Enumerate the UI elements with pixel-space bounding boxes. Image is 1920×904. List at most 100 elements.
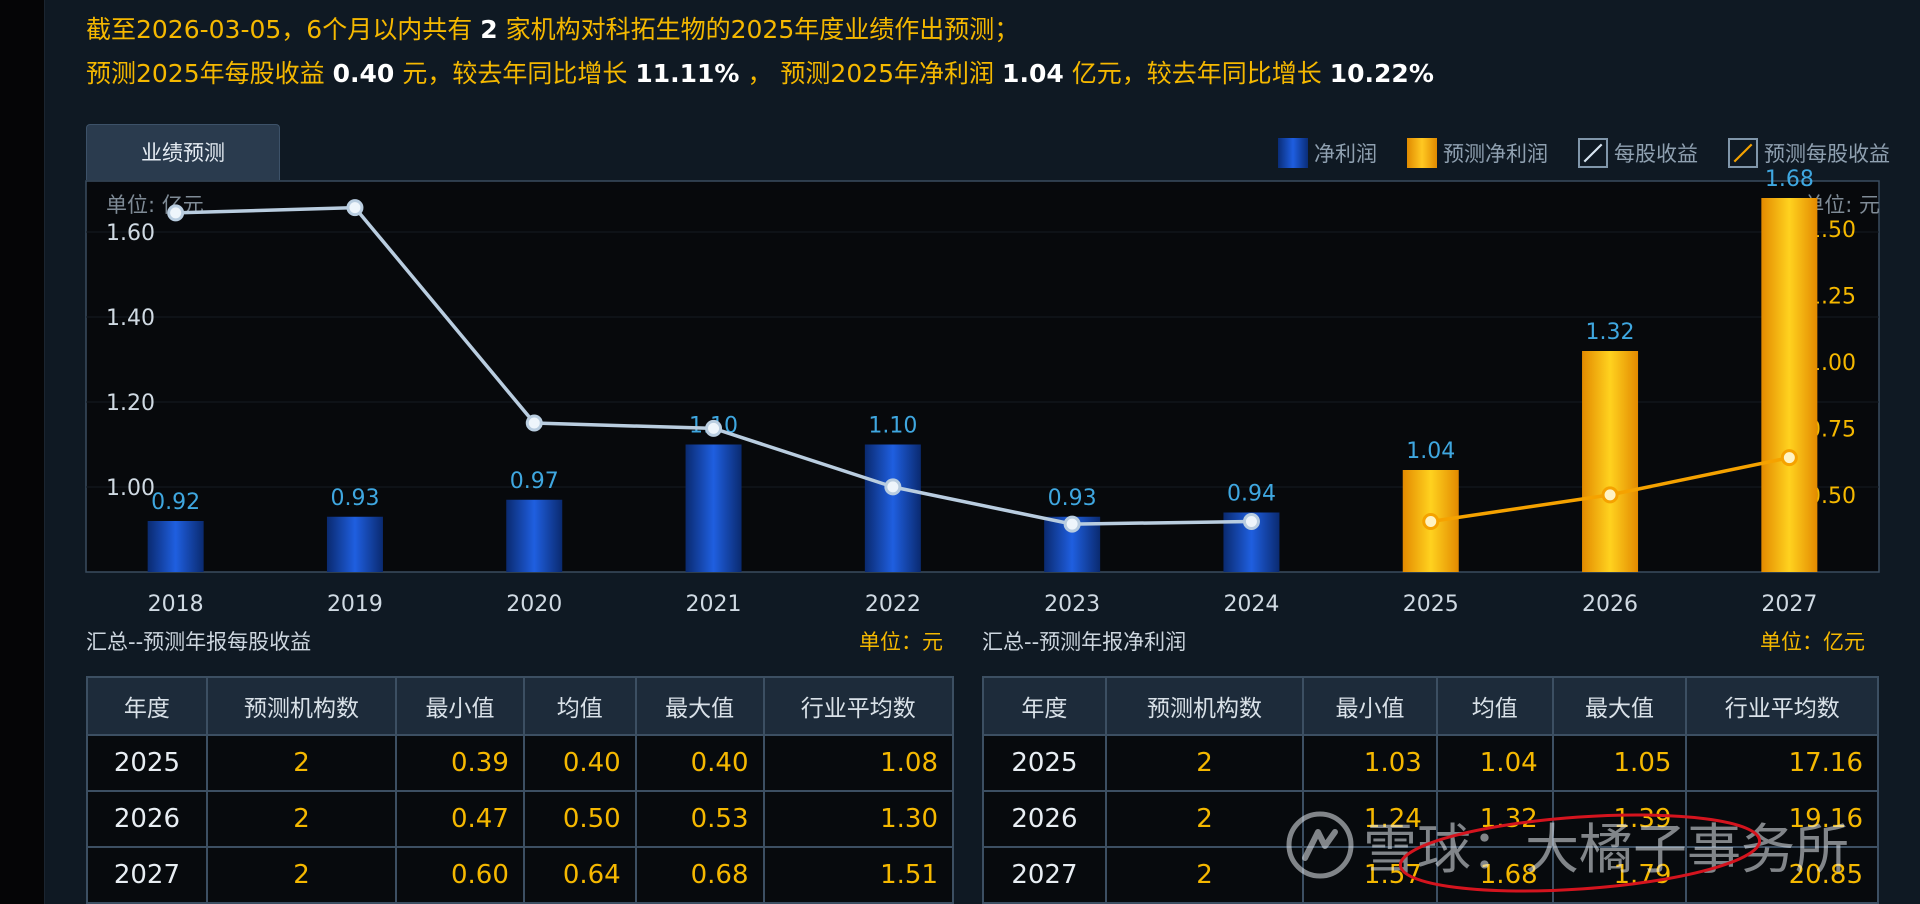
- table-cell: 2026: [86, 790, 208, 848]
- table-cell: 1.04: [1435, 734, 1554, 792]
- eps-point: [1242, 512, 1260, 530]
- forecast-eps-point: [1780, 449, 1798, 467]
- watermark-text: 雪球：大橘子事务所: [1363, 818, 1849, 881]
- net-profit-bar: [147, 521, 204, 572]
- table-cell: 2: [1104, 734, 1305, 792]
- summary-text: 家机构对科拓生物的2025年度业绩作出预测；: [505, 15, 1020, 44]
- eps-point: [1063, 515, 1081, 533]
- table-cell: 0.40: [522, 734, 637, 792]
- eps-growth-value: 11.11%: [635, 59, 740, 88]
- x-tick-label: 2025: [1403, 592, 1459, 617]
- gold-bar-swatch-icon: [1407, 138, 1437, 168]
- column-header: 行业平均数: [1685, 676, 1879, 736]
- x-tick-label: 2024: [1223, 592, 1279, 617]
- x-tick-label: 2027: [1761, 592, 1817, 617]
- left-tick-label: 1.00: [106, 476, 155, 501]
- legend-item-eps[interactable]: 每股收益: [1578, 138, 1698, 168]
- forecast-eps-point: [1422, 512, 1440, 530]
- profit-section-title: 汇总--预测年报净利润: [982, 630, 1187, 654]
- legend-label: 预测净利润: [1443, 142, 1548, 166]
- table-header-row: 年度 预测机构数 最小值 均值 最大值 行业平均数: [982, 676, 1879, 736]
- table-cell: 0.53: [634, 790, 765, 848]
- legend-item-forecast-profit[interactable]: 预测净利润: [1407, 138, 1548, 168]
- summary-text: 预测2025年每股收益: [86, 59, 325, 88]
- orange-line-swatch-icon: [1728, 138, 1758, 168]
- bar-value-label: 0.93: [330, 486, 379, 511]
- snowball-logo-icon: [1286, 811, 1354, 878]
- table-cell: 2: [1104, 790, 1305, 848]
- bar-value-label: 0.94: [1227, 482, 1276, 507]
- left-edge-strip: [0, 0, 45, 904]
- table-cell: 2027: [86, 846, 208, 904]
- left-tick-label: 1.40: [106, 306, 155, 331]
- bar-value-label: 1.10: [868, 414, 917, 439]
- eps-section-title: 汇总--预测年报每股收益: [86, 630, 312, 654]
- column-header: 行业平均数: [762, 676, 954, 736]
- forecast-eps-point: [1601, 486, 1619, 504]
- table-cell: 0.68: [634, 846, 765, 904]
- chart-marks: 1.001.201.401.600.500.751.001.251.500.92…: [86, 167, 1879, 617]
- summary-header: 截至2026-03-05，6个月以内共有 2 家机构对科拓生物的2025年度业绩作出…: [86, 8, 1442, 96]
- tab-performance-forecast[interactable]: 业绩预测: [86, 124, 280, 180]
- left-tick-label: 1.20: [106, 391, 155, 416]
- table-cell: 17.16: [1685, 734, 1879, 792]
- table-header-row: 年度 预测机构数 最小值 均值 最大值 行业平均数: [86, 676, 954, 736]
- watermark: 雪球：大橘子事务所: [1285, 805, 1849, 884]
- table-cell: 2: [205, 790, 398, 848]
- column-header: 最大值: [1551, 676, 1688, 736]
- profit-section-unit: 单位：亿元: [1760, 630, 1865, 654]
- eps-point: [884, 478, 902, 496]
- eps-forecast-value: 0.40: [332, 59, 395, 88]
- x-tick-label: 2023: [1044, 592, 1100, 617]
- legend-item-net-profit[interactable]: 净利润: [1278, 138, 1377, 168]
- table-cell: 1.03: [1302, 734, 1438, 792]
- table-cell: 0.50: [522, 790, 637, 848]
- eps-point: [346, 199, 364, 217]
- performance-chart: 单位: 亿元 单位: 元 1.001.201.401.600.500.751.0…: [85, 167, 1880, 617]
- x-tick-label: 2021: [686, 592, 742, 617]
- column-header: 最小值: [1302, 676, 1438, 736]
- net-profit-bar: [685, 444, 742, 572]
- x-tick-label: 2022: [865, 592, 921, 617]
- table-row: 2027 2 0.60 0.64 0.68 1.51: [86, 846, 954, 904]
- blue-bar-swatch-icon: [1278, 138, 1308, 168]
- bar-value-label: 1.04: [1406, 439, 1455, 464]
- column-header: 最大值: [634, 676, 765, 736]
- chart-legend: 净利润 预测净利润 每股收益 预测每股收益: [1248, 138, 1890, 168]
- table-cell: 1.08: [762, 734, 954, 792]
- x-tick-label: 2020: [506, 592, 562, 617]
- table-cell: 2: [1104, 846, 1305, 904]
- eps-summary-table: 年度 预测机构数 最小值 均值 最大值 行业平均数 2025 2 0.39 0.40 0.40 1.…: [86, 676, 954, 904]
- bar-value-label: 1.32: [1586, 320, 1635, 345]
- eps-point: [705, 419, 723, 437]
- eps-point: [167, 204, 185, 222]
- forecast-profit-bar: [1582, 351, 1639, 572]
- legend-label: 每股收益: [1614, 142, 1698, 166]
- column-header: 最小值: [395, 676, 525, 736]
- net-profit-bar: [864, 444, 921, 572]
- bar-value-label: 0.97: [510, 469, 559, 494]
- table-cell: 0.47: [395, 790, 525, 848]
- summary-text: 元，较去年同比增长: [402, 59, 628, 88]
- table-cell: 0.60: [395, 846, 525, 904]
- x-tick-label: 2018: [148, 592, 204, 617]
- column-header: 年度: [982, 676, 1107, 736]
- table-cell: 1.30: [762, 790, 954, 848]
- net-profit-bar: [326, 516, 383, 572]
- eps-point: [525, 414, 543, 432]
- x-tick-label: 2026: [1582, 592, 1638, 617]
- x-tick-label: 2019: [327, 592, 383, 617]
- table-cell: 1.51: [762, 846, 954, 904]
- table-row: 2025 2 1.03 1.04 1.05 17.16: [982, 734, 1879, 792]
- table-cell: 0.40: [634, 734, 765, 792]
- legend-label: 净利润: [1314, 142, 1377, 166]
- summary-line-2: 预测2025年每股收益 0.40 元，较去年同比增长 11.11%， 预测2025年净…: [86, 52, 1442, 96]
- column-header: 均值: [522, 676, 637, 736]
- summary-text: ， 预测2025年净利润: [747, 59, 995, 88]
- legend-item-forecast-eps[interactable]: 预测每股收益: [1728, 138, 1890, 168]
- net-profit-bar: [506, 499, 563, 572]
- table-cell: 2: [205, 734, 398, 792]
- eps-section-unit: 单位：元: [859, 630, 943, 654]
- table-row: 2026 2 0.47 0.50 0.53 1.30: [86, 790, 954, 848]
- white-line-swatch-icon: [1578, 138, 1608, 168]
